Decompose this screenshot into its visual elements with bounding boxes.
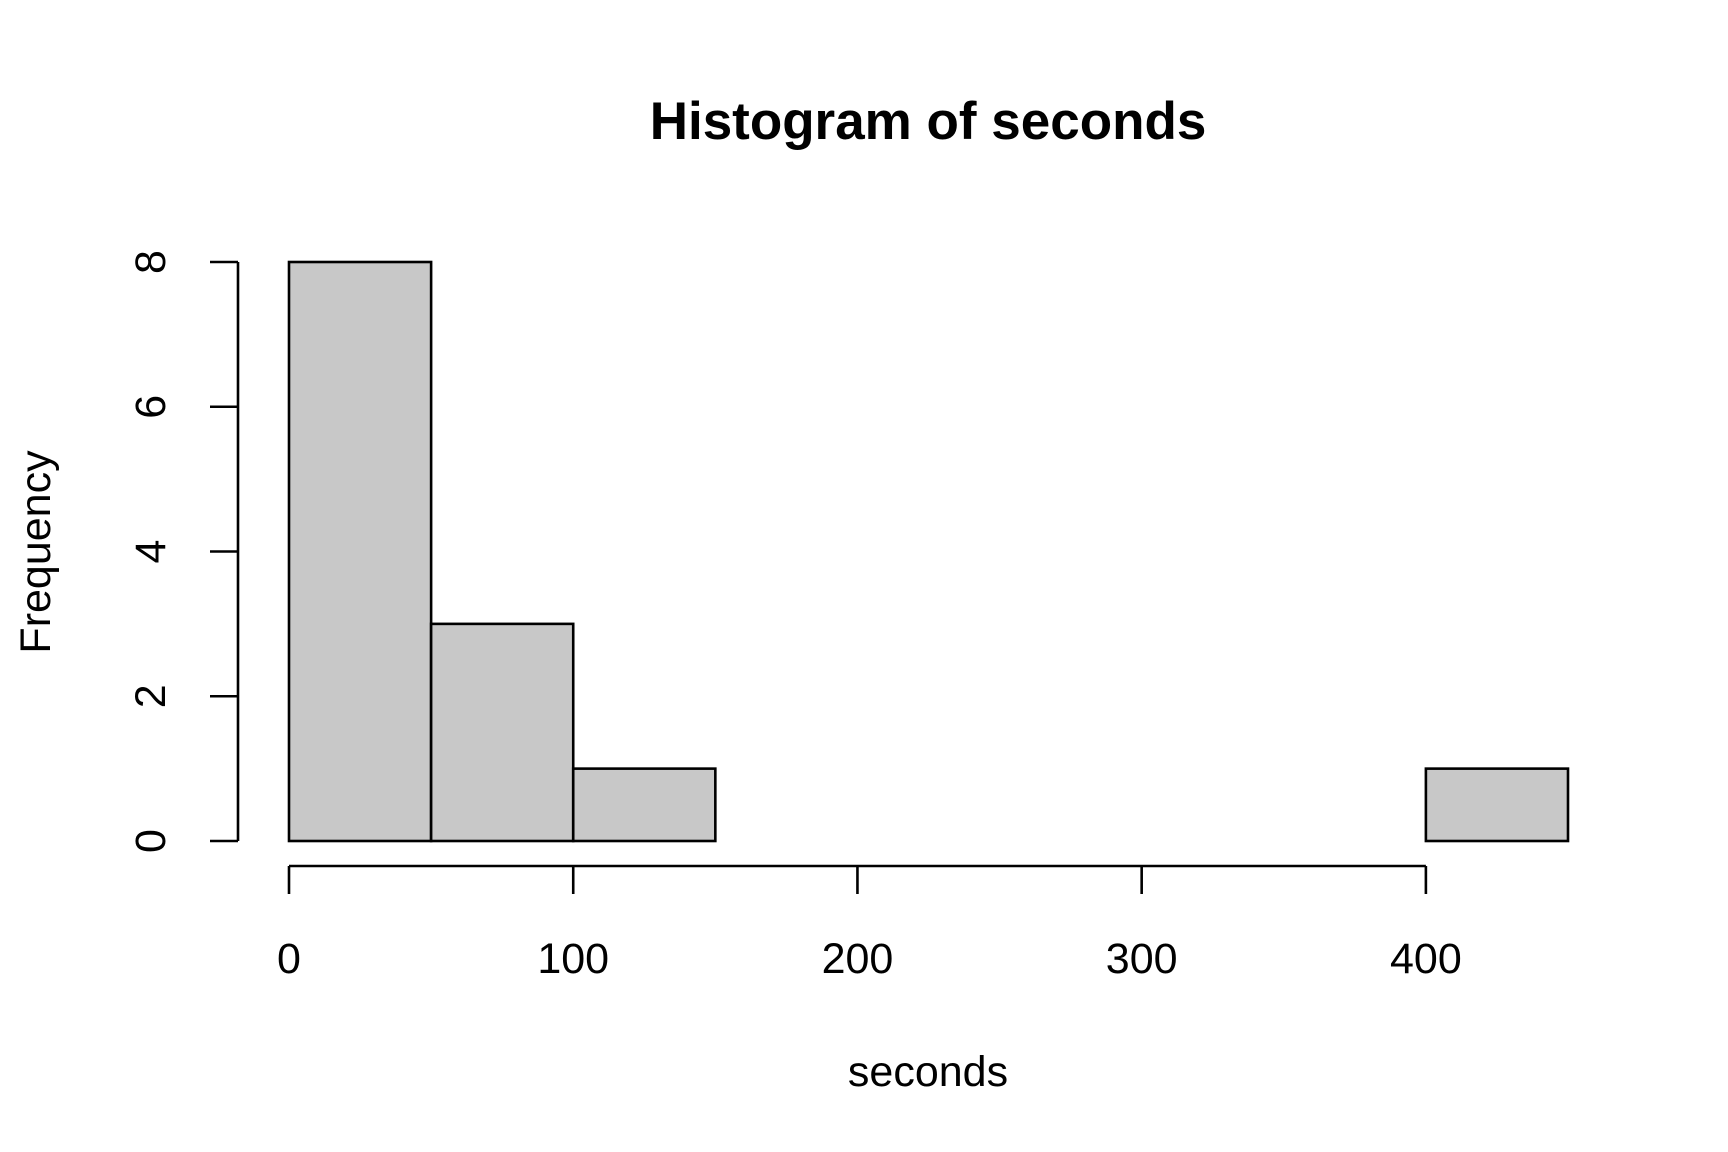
x-tick-label-1: 100 bbox=[537, 935, 609, 983]
chart-title: Histogram of seconds bbox=[650, 92, 1207, 151]
x-tick-label-2: 200 bbox=[822, 935, 894, 983]
y-axis-title: Frequency bbox=[12, 450, 60, 654]
y-tick-label-4: 8 bbox=[127, 250, 175, 274]
y-tick-label-1: 2 bbox=[127, 684, 175, 708]
y-axis: 0 2 4 6 8 bbox=[127, 250, 240, 853]
y-tick-label-2: 4 bbox=[127, 540, 175, 564]
histogram-bar-1 bbox=[429, 622, 575, 843]
y-tick-label-3: 6 bbox=[127, 395, 175, 419]
x-axis: 0 100 200 300 400 bbox=[277, 864, 1462, 983]
x-tick-label-0: 0 bbox=[277, 935, 301, 983]
x-tick-label-3: 300 bbox=[1106, 935, 1178, 983]
histogram-bar-0 bbox=[287, 260, 433, 843]
x-tick-label-4: 400 bbox=[1390, 935, 1462, 983]
histogram-bar-8 bbox=[1424, 767, 1570, 843]
histogram-bar-2 bbox=[571, 767, 717, 843]
y-tick-label-0: 0 bbox=[127, 829, 175, 853]
x-axis-title: seconds bbox=[848, 1048, 1008, 1096]
bars-group bbox=[287, 260, 1570, 843]
